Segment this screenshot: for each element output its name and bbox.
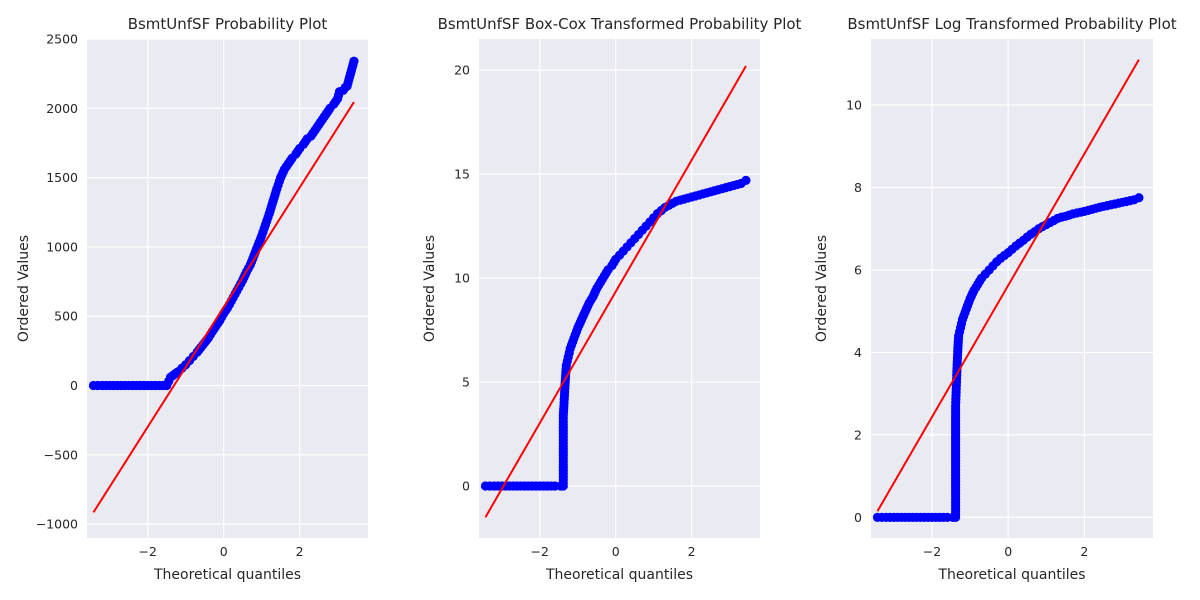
x-tick-label: 0 (1004, 544, 1012, 559)
y-tick-label: 8 (854, 180, 862, 195)
y-tick-label: 0 (462, 479, 470, 494)
y-tick-label: 2000 (46, 101, 78, 116)
fit-line (484, 65, 747, 518)
fit-line (876, 59, 1140, 512)
chart-title: BsmtUnfSF Box-Cox Transformed Probabilit… (438, 15, 802, 33)
y-tick-label: 20 (454, 63, 470, 78)
y-tick-label: 4 (854, 345, 862, 360)
y-tick-label: 1500 (46, 170, 78, 185)
chart-title: BsmtUnfSF Log Transformed Probability Pl… (847, 15, 1176, 33)
y-tick-label: 1000 (46, 239, 78, 254)
x-tick-label: 0 (612, 544, 620, 559)
y-tick-label: 10 (846, 97, 862, 112)
y-tick-label: 500 (54, 309, 78, 324)
y-tick-label: 5 (462, 375, 470, 390)
y-tick-label: 2500 (46, 32, 78, 47)
x-axis-label: Theoretical quantiles (153, 567, 301, 583)
y-tick-label: −1000 (36, 517, 78, 532)
plot-area (871, 39, 1153, 538)
data-points (88, 56, 359, 391)
chart-title: BsmtUnfSF Probability Plot (128, 15, 328, 33)
x-tick-label: −2 (531, 544, 549, 559)
x-axis-label: Theoretical quantiles (937, 567, 1085, 583)
x-tick-label: −2 (139, 544, 157, 559)
y-axis-label: Ordered Values (422, 235, 438, 342)
data-point (741, 175, 751, 185)
x-tick-label: −2 (923, 544, 941, 559)
y-tick-label: 2 (854, 427, 862, 442)
x-tick-label: 2 (296, 544, 304, 559)
data-point (1134, 193, 1144, 203)
chart-panel-3: −2 0 2 0 2 4 6 8 10 BsmtUnfSF Log Transformed Pro… (814, 15, 1177, 583)
data-points (872, 193, 1144, 522)
data-point (349, 56, 359, 66)
y-tick-label: 0 (854, 510, 862, 525)
data-points (480, 175, 751, 491)
y-axis-label: Ordered Values (16, 235, 32, 342)
x-tick-label: 0 (220, 544, 228, 559)
y-tick-label: 0 (70, 378, 78, 393)
y-tick-label: 10 (454, 271, 470, 286)
fit-line (92, 101, 355, 513)
y-tick-label: −500 (44, 447, 78, 462)
y-tick-label: 15 (454, 167, 470, 182)
x-tick-label: 2 (1080, 544, 1088, 559)
chart-panel-1: −2 0 2 −1000 −500 0 500 1000 1500 2000 2500 BsmtUnf… (16, 15, 368, 583)
x-axis-label: Theoretical quantiles (545, 567, 693, 583)
x-tick-label: 2 (688, 544, 696, 559)
y-tick-label: 6 (854, 262, 862, 277)
y-axis-label: Ordered Values (814, 235, 830, 342)
